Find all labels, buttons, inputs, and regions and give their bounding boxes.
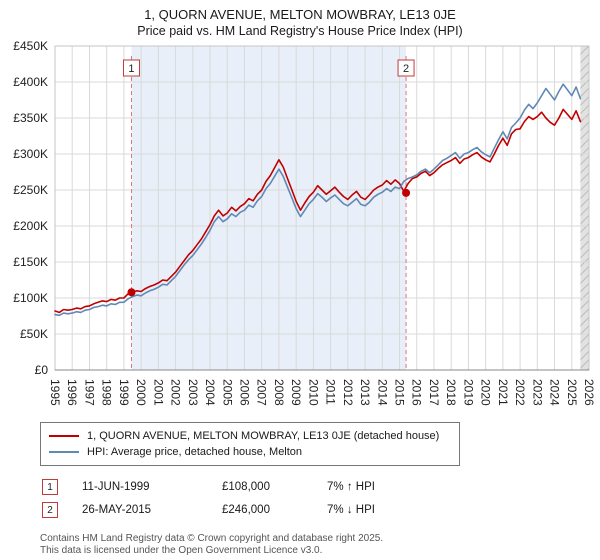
y-axis-tick-label: £100K (13, 291, 48, 305)
x-axis-tick-label: 2022 (513, 379, 527, 406)
x-axis-tick-label: 1998 (100, 379, 114, 406)
x-axis-tick-label: 2010 (306, 379, 320, 406)
legend-label-property: 1, QUORN AVENUE, MELTON MOWBRAY, LE13 0J… (87, 430, 440, 442)
x-axis-tick-label: 2021 (496, 379, 510, 406)
x-axis-tick-label: 2024 (548, 379, 562, 406)
copyright-line-2: This data is licensed under the Open Gov… (40, 545, 323, 556)
sale-marker-number: 1 (128, 63, 134, 75)
x-axis-tick-label: 2026 (582, 379, 596, 406)
x-axis-tick-label: 2017 (427, 379, 441, 406)
x-axis-tick-label: 1997 (82, 379, 96, 406)
y-axis-tick-label: £300K (13, 147, 48, 161)
transaction-2-price: £246,000 (222, 504, 270, 516)
x-axis-tick-label: 2002 (169, 379, 183, 406)
x-axis-tick-label: 2012 (341, 379, 355, 406)
chart-legend: 1, QUORN AVENUE, MELTON MOWBRAY, LE13 0J… (40, 422, 460, 466)
page-title: 1, QUORN AVENUE, MELTON MOWBRAY, LE13 0J… (144, 7, 456, 22)
x-axis-tick-label: 2009 (289, 379, 303, 406)
y-axis-tick-label: £0 (35, 363, 49, 377)
x-axis-tick-label: 2019 (461, 379, 475, 406)
y-axis-tick-label: £400K (13, 75, 48, 89)
legend-label-hpi: HPI: Average price, detached house, Melt… (87, 446, 303, 458)
x-axis-tick-label: 2001 (151, 379, 165, 406)
x-axis-tick-label: 2003 (186, 379, 200, 406)
transactions-list: 1 11-JUN-1999 £108,000 7% ↑ HPI 2 26-MAY… (42, 478, 600, 519)
x-axis-tick-label: 2007 (255, 379, 269, 406)
transaction-2-hpi-delta: 7% ↓ HPI (327, 504, 375, 516)
sale-marker-number: 2 (403, 63, 409, 75)
x-axis-tick-label: 2014 (375, 379, 389, 406)
future-data-band (580, 46, 589, 370)
copyright-footer: Contains HM Land Registry data © Crown c… (40, 533, 600, 557)
sale-marker-box-2 (397, 59, 415, 77)
sale-price-dot (402, 188, 411, 197)
x-axis-tick-label: 2018 (444, 379, 458, 406)
x-axis-tick-label: 1995 (48, 379, 62, 406)
transaction-2-date: 26-MAY-2015 (82, 504, 152, 516)
x-axis-tick-label: 2008 (272, 379, 286, 406)
property-price-line (54, 108, 582, 314)
y-axis-tick-label: £50K (20, 327, 48, 341)
x-axis-tick-label: 2015 (393, 379, 407, 406)
x-axis-tick-label: 2004 (203, 379, 217, 406)
transaction-1-marker: 1 (42, 479, 58, 495)
transaction-1-date: 11-JUN-1999 (82, 481, 150, 493)
x-axis-tick-label: 1996 (65, 379, 79, 406)
x-axis-tick-label: 2023 (530, 379, 544, 406)
ownership-shaded-region (131, 46, 407, 370)
x-axis-tick-label: 2011 (324, 379, 338, 405)
x-axis-tick-label: 2006 (237, 379, 251, 406)
red-line-swatch (49, 435, 79, 437)
transaction-row: 1 11-JUN-1999 £108,000 7% ↑ HPI (42, 478, 600, 496)
sale-price-dot (127, 288, 136, 297)
hpi-line (54, 83, 582, 317)
x-axis-tick-label: 2013 (358, 379, 372, 406)
transaction-row: 2 26-MAY-2015 £246,000 7% ↓ HPI (42, 501, 600, 519)
copyright-line-1: Contains HM Land Registry data © Crown c… (40, 533, 384, 544)
page-subtitle: Price paid vs. HM Land Registry's House … (137, 24, 463, 38)
sale-marker-box-1 (122, 59, 140, 77)
legend-item-hpi: HPI: Average price, detached house, Melt… (49, 444, 451, 460)
y-axis-tick-label: £250K (13, 183, 48, 197)
x-axis-tick-label: 2016 (410, 379, 424, 406)
legend-item-property: 1, QUORN AVENUE, MELTON MOWBRAY, LE13 0J… (49, 428, 451, 444)
x-axis-tick-label: 2025 (565, 379, 579, 406)
blue-line-swatch (49, 451, 79, 453)
y-axis-tick-label: £450K (13, 40, 48, 53)
x-axis-tick-label: 2020 (479, 379, 493, 406)
transaction-1-price: £108,000 (222, 481, 270, 493)
x-axis-tick-label: 2005 (220, 379, 234, 406)
y-axis-tick-label: £150K (13, 255, 48, 269)
chart-header: 1, QUORN AVENUE, MELTON MOWBRAY, LE13 0J… (0, 0, 600, 40)
y-axis-tick-label: £350K (13, 111, 48, 125)
x-axis-tick-label: 1999 (117, 379, 131, 406)
price-history-chart: £0 £50K £100K £150K £200K £250K £300K £350K £400… (13, 40, 596, 406)
transaction-1-hpi-delta: 7% ↑ HPI (327, 481, 375, 493)
y-axis-tick-label: £200K (13, 219, 48, 233)
transaction-2-marker: 2 (42, 502, 58, 518)
x-axis-tick-label: 2000 (134, 379, 148, 406)
